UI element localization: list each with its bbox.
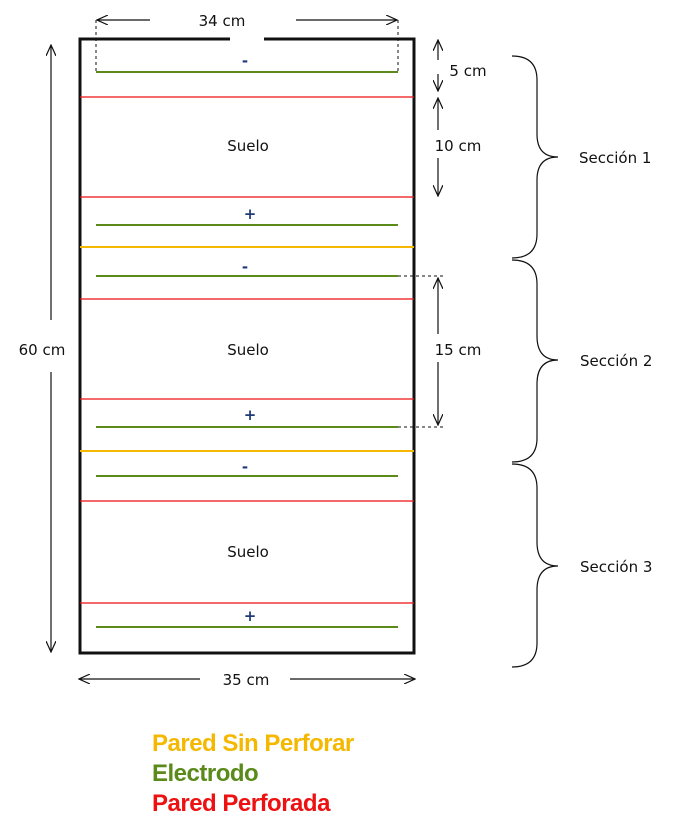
section-3-brace [511, 463, 559, 668]
legend: Pared Sin Perforar Electrodo Pared Perfo… [152, 729, 354, 819]
legend-pared-sin-perforar: Pared Sin Perforar [152, 730, 354, 757]
dim-15cm-dashed-guide [398, 275, 444, 428]
top-width-dashed-guide [95, 20, 399, 72]
electrode-sign: - [242, 52, 248, 70]
electrode-sign: - [242, 458, 248, 476]
height-label: 60 cm [19, 341, 66, 359]
electrode-sign: + [244, 607, 257, 625]
section-2-label: Sección 2 [580, 352, 652, 370]
soil-label: Suelo [227, 543, 269, 561]
top-width-label: 34 cm [199, 12, 246, 30]
section-1-label: Sección 1 [579, 149, 651, 167]
legend-electrodo: Electrodo [152, 760, 259, 787]
electrode-sign: + [244, 406, 257, 424]
soil-label: Suelo [227, 137, 269, 155]
electrode-sign: + [244, 205, 257, 223]
dim-5cm-label: 5 cm [449, 62, 486, 80]
soil-label: Suelo [227, 341, 269, 359]
legend-pared-perforada: Pared Perforada [152, 790, 330, 817]
top-opening [230, 36, 264, 42]
dim-10cm-label: 10 cm [435, 137, 482, 155]
section-3-label: Sección 3 [580, 558, 652, 576]
dim-15cm-label: 15 cm [435, 341, 482, 359]
bottom-width-label: 35 cm [223, 671, 270, 689]
electrode-sign: - [242, 258, 248, 276]
section-1-brace [511, 55, 559, 259]
section-2-brace [511, 259, 559, 463]
